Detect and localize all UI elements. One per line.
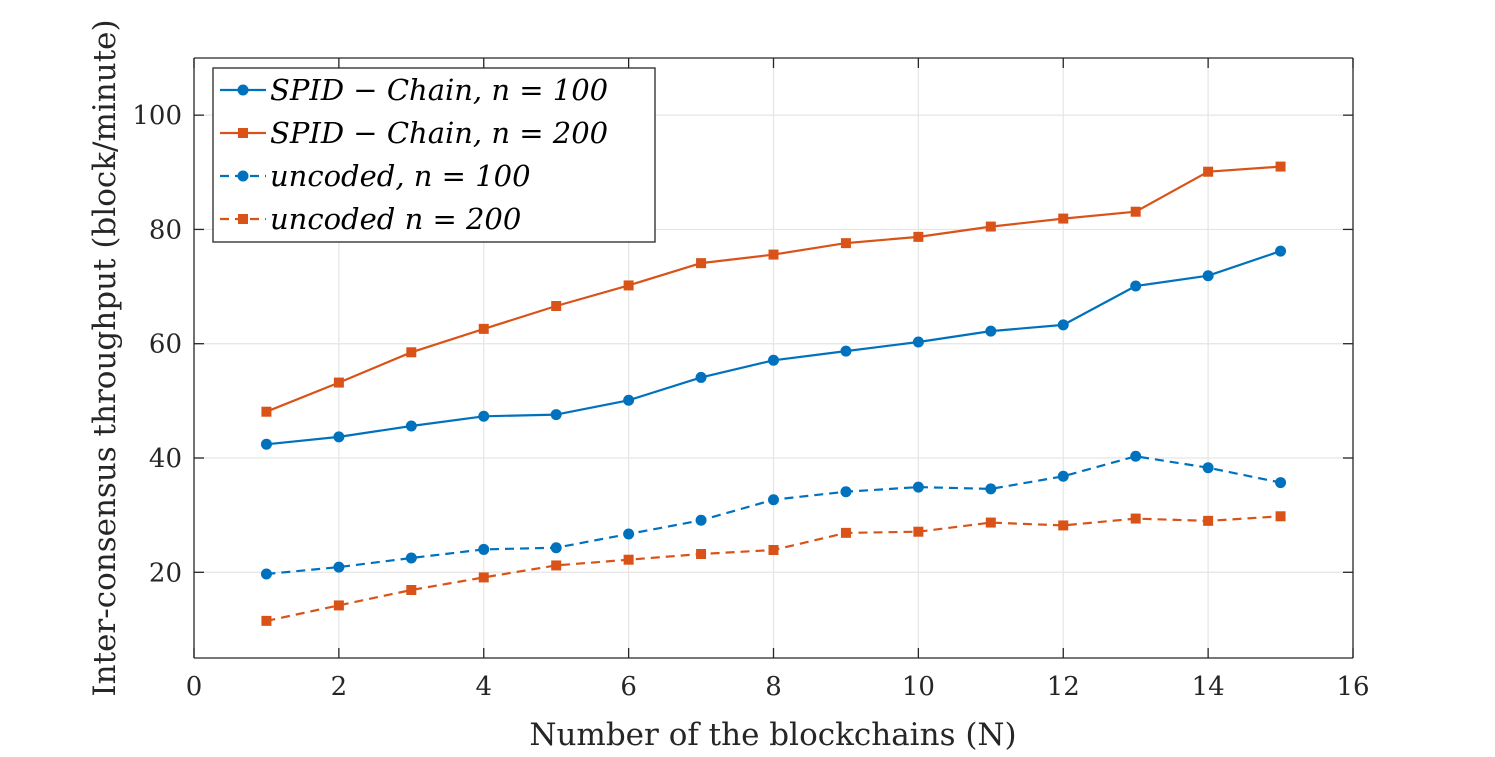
- data-point: [551, 560, 562, 571]
- legend: SPID − Chain, n = 100 SPID − Chain, n = 2…: [212, 67, 656, 243]
- data-point: [985, 517, 996, 528]
- legend-marker: [237, 170, 249, 182]
- data-point: [405, 552, 417, 564]
- series-1: [260, 245, 1287, 450]
- data-point: [260, 438, 272, 450]
- data-point: [840, 486, 852, 498]
- data-point: [840, 345, 852, 357]
- data-point: [623, 528, 635, 540]
- legend-marker: [237, 84, 249, 96]
- data-point: [406, 585, 417, 595]
- data-point: [1130, 206, 1141, 217]
- data-point: [985, 325, 997, 337]
- data-point: [550, 409, 562, 421]
- data-point: [768, 494, 779, 506]
- data-point: [912, 481, 924, 493]
- data-point: [1275, 511, 1286, 522]
- data-point: [912, 336, 924, 348]
- data-point: [913, 526, 924, 537]
- y-tick-label: 40: [149, 444, 182, 474]
- data-point: [478, 323, 489, 334]
- data-point: [623, 280, 634, 291]
- data-point: [1058, 520, 1069, 531]
- data-point: [985, 221, 996, 232]
- data-point: [405, 420, 417, 432]
- data-point: [623, 394, 635, 406]
- data-point: [1130, 513, 1141, 524]
- axes: 0 2 4 6 8 10 12 14 16 20 40 60 80 100: [132, 57, 1370, 702]
- y-tick-label: 80: [149, 215, 182, 245]
- data-point: [768, 354, 779, 366]
- x-axis-label: Number of the blockchains (N): [529, 717, 1016, 753]
- data-point: [768, 545, 779, 555]
- data-point: [333, 377, 344, 388]
- data-point: [840, 527, 851, 538]
- data-point: [551, 301, 562, 311]
- x-tick-label: 8: [765, 672, 782, 702]
- data-point: [768, 249, 779, 260]
- data-point: [1202, 270, 1214, 282]
- data-point: [1130, 280, 1142, 292]
- x-tick-label: 10: [902, 672, 935, 702]
- series-group: [260, 161, 1287, 626]
- data-point: [1057, 470, 1069, 482]
- data-point: [1275, 477, 1287, 489]
- data-point: [696, 258, 707, 269]
- legend-label: SPID − Chain, n = 200: [270, 116, 608, 150]
- data-point: [478, 543, 490, 555]
- data-point: [1130, 450, 1142, 462]
- data-point: [260, 568, 272, 580]
- series-4: [261, 511, 1286, 626]
- data-point: [333, 600, 344, 611]
- legend-label: SPID − Chain, n = 100: [270, 73, 608, 107]
- legend-label: uncoded n = 200: [270, 202, 521, 236]
- data-point: [261, 615, 272, 626]
- legend-marker: [238, 128, 248, 138]
- data-point: [1058, 213, 1069, 224]
- data-point: [406, 347, 417, 358]
- x-tick-label: 6: [620, 672, 637, 702]
- x-tick-label: 4: [475, 672, 492, 702]
- x-tick-label: 12: [1047, 672, 1080, 702]
- data-point: [1275, 161, 1286, 172]
- data-point: [1275, 245, 1287, 257]
- data-point: [333, 561, 345, 573]
- data-point: [840, 238, 851, 249]
- data-point: [1203, 515, 1214, 526]
- y-tick-label: 20: [149, 558, 182, 588]
- legend-marker: [238, 214, 248, 224]
- data-point: [623, 554, 634, 565]
- x-tick-label: 0: [186, 672, 203, 702]
- legend-label: uncoded, n = 100: [270, 159, 531, 193]
- data-point: [985, 483, 997, 495]
- data-point: [1202, 462, 1214, 474]
- data-point: [261, 406, 272, 417]
- series-3: [260, 450, 1287, 580]
- data-point: [695, 371, 707, 383]
- data-point: [333, 431, 345, 443]
- x-tick-label: 14: [1192, 672, 1225, 702]
- data-point: [1203, 166, 1214, 177]
- grid-lines: [194, 58, 1353, 658]
- data-point: [478, 410, 490, 422]
- legend-box: [212, 67, 656, 243]
- data-point: [550, 542, 562, 554]
- x-tick-label: 16: [1336, 672, 1369, 702]
- x-tick-label: 2: [331, 672, 348, 702]
- y-axis-label: Inter-consensus throughput (block/minute…: [87, 19, 123, 696]
- data-point: [478, 572, 489, 583]
- series-2: [261, 161, 1286, 417]
- y-tick-label: 100: [132, 101, 182, 131]
- y-tick-label: 60: [149, 330, 182, 360]
- data-point: [695, 514, 707, 526]
- data-point: [913, 231, 924, 242]
- data-point: [1057, 319, 1069, 331]
- data-point: [696, 549, 707, 559]
